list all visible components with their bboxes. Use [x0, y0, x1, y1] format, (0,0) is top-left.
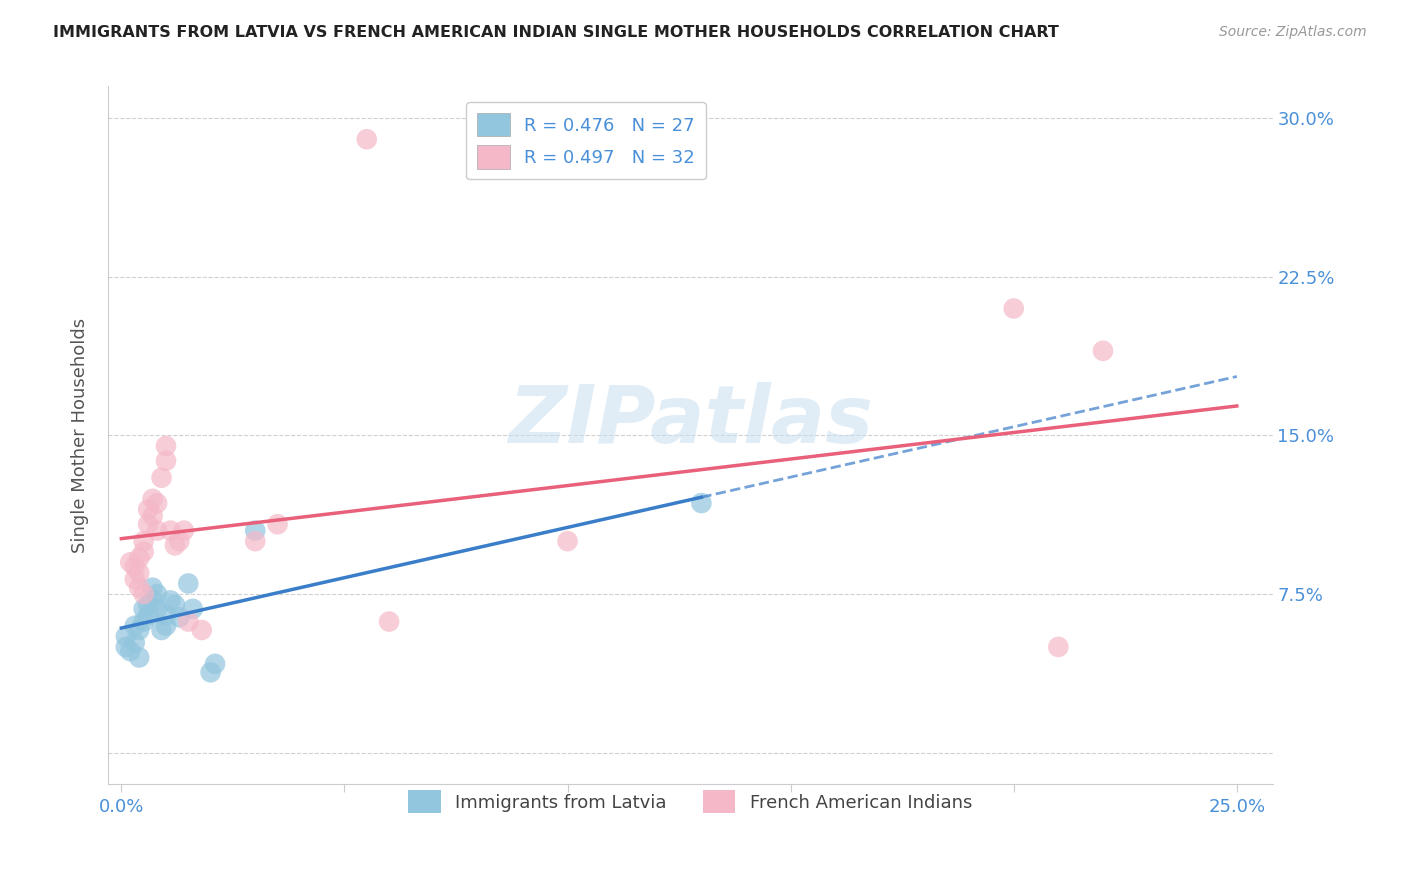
Point	[124, 636, 146, 650]
Point	[142, 593, 165, 607]
Point	[155, 439, 177, 453]
Point	[132, 602, 155, 616]
Point	[146, 602, 169, 616]
Point	[177, 615, 200, 629]
Point	[142, 491, 165, 506]
Point	[1047, 640, 1070, 654]
Point	[142, 581, 165, 595]
Point	[1002, 301, 1025, 316]
Point	[557, 534, 579, 549]
Point	[146, 524, 169, 538]
Point	[173, 524, 195, 538]
Point	[177, 576, 200, 591]
Point	[124, 619, 146, 633]
Point	[245, 534, 267, 549]
Point	[159, 593, 181, 607]
Point	[132, 615, 155, 629]
Text: IMMIGRANTS FROM LATVIA VS FRENCH AMERICAN INDIAN SINGLE MOTHER HOUSEHOLDS CORREL: IMMIGRANTS FROM LATVIA VS FRENCH AMERICA…	[53, 25, 1059, 40]
Point	[378, 615, 401, 629]
Point	[128, 581, 150, 595]
Point	[120, 644, 142, 658]
Legend: Immigrants from Latvia, French American Indians: Immigrants from Latvia, French American …	[398, 780, 983, 824]
Text: ZIPatlas: ZIPatlas	[508, 383, 873, 460]
Point	[204, 657, 226, 671]
Point	[150, 471, 173, 485]
Point	[115, 629, 138, 643]
Point	[146, 496, 169, 510]
Point	[266, 517, 288, 532]
Point	[128, 551, 150, 566]
Point	[169, 534, 191, 549]
Point	[200, 665, 222, 680]
Point	[146, 587, 169, 601]
Point	[356, 132, 378, 146]
Text: Source: ZipAtlas.com: Source: ZipAtlas.com	[1219, 25, 1367, 39]
Point	[120, 555, 142, 569]
Point	[181, 602, 204, 616]
Point	[155, 608, 177, 623]
Point	[159, 524, 181, 538]
Point	[155, 454, 177, 468]
Point	[1091, 343, 1114, 358]
Point	[142, 508, 165, 523]
Point	[150, 623, 173, 637]
Point	[124, 572, 146, 586]
Y-axis label: Single Mother Households: Single Mother Households	[72, 318, 89, 553]
Point	[128, 566, 150, 580]
Point	[132, 587, 155, 601]
Point	[136, 598, 159, 612]
Point	[163, 538, 186, 552]
Point	[128, 650, 150, 665]
Point	[136, 517, 159, 532]
Point	[155, 619, 177, 633]
Point	[136, 608, 159, 623]
Point	[115, 640, 138, 654]
Point	[128, 623, 150, 637]
Point	[132, 545, 155, 559]
Point	[169, 610, 191, 624]
Point	[132, 534, 155, 549]
Point	[136, 502, 159, 516]
Point	[163, 598, 186, 612]
Point	[190, 623, 212, 637]
Point	[245, 524, 267, 538]
Point	[690, 496, 713, 510]
Point	[124, 559, 146, 574]
